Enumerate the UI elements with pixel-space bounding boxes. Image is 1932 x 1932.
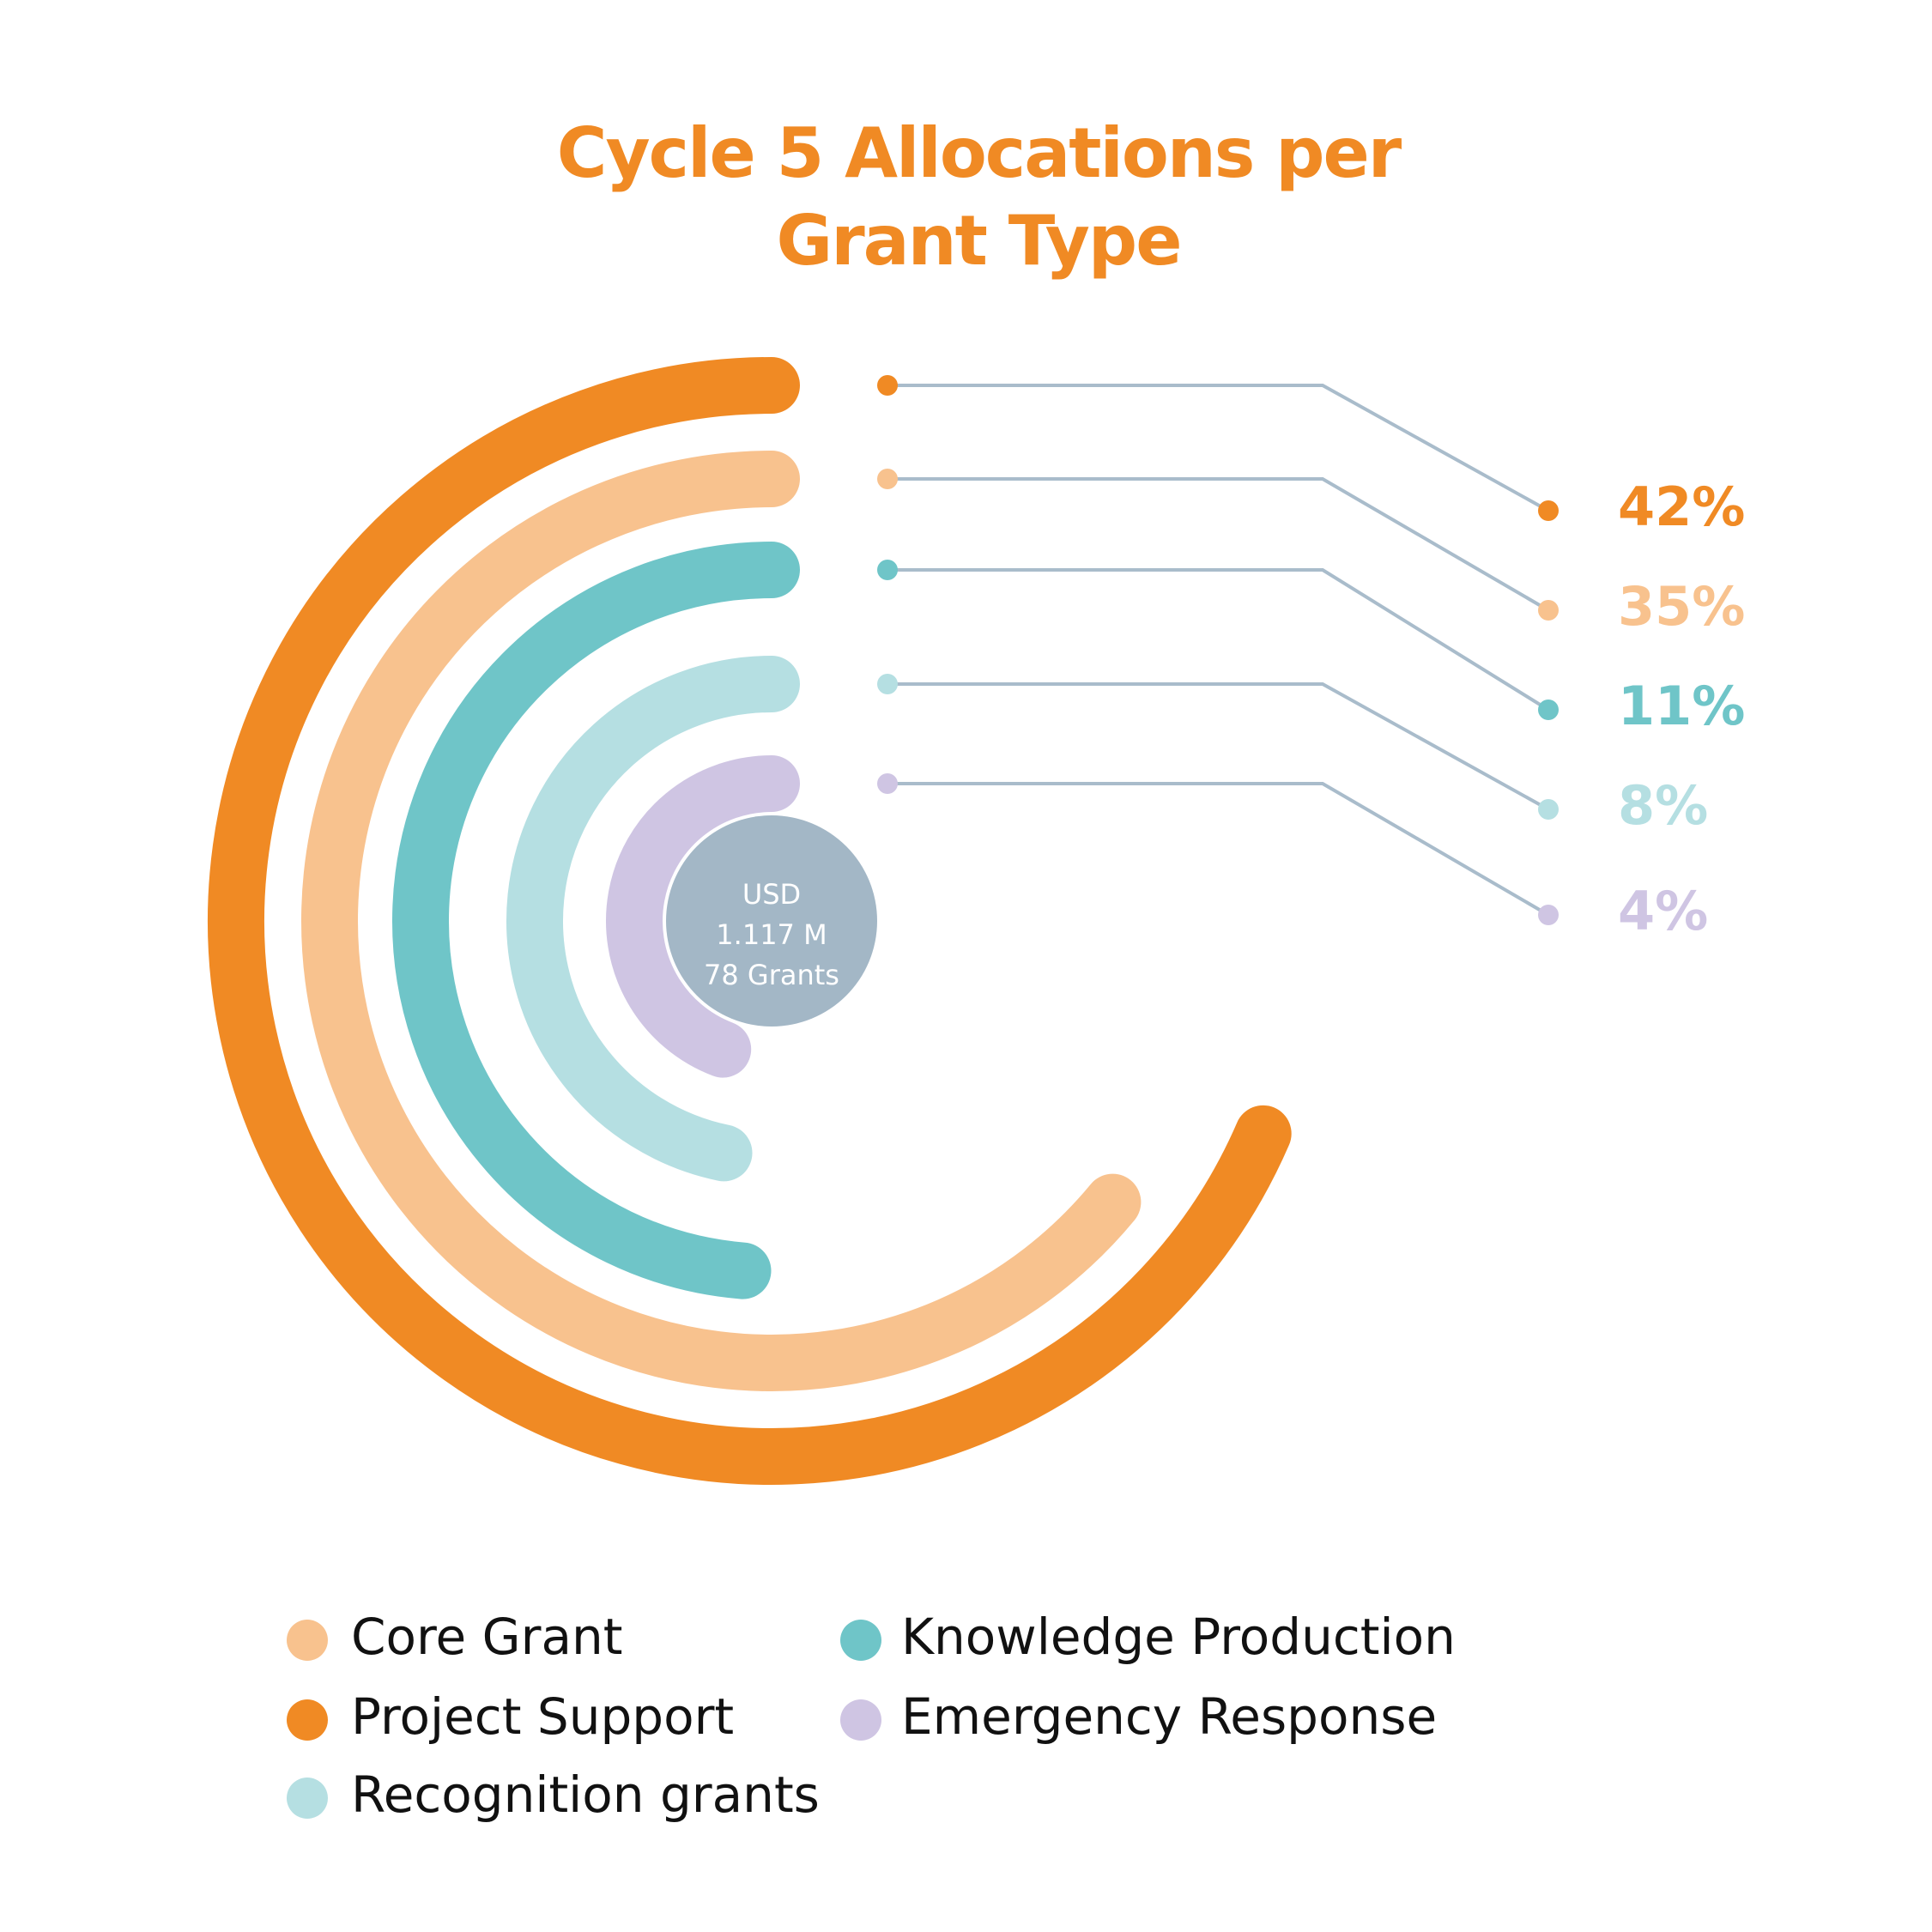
legend-label: Project Support <box>351 1687 734 1746</box>
connector-dot <box>1538 600 1559 621</box>
radial-bar <box>506 656 800 1182</box>
connector-line <box>887 477 1550 612</box>
legend-marker <box>287 1620 328 1661</box>
radial-bar <box>208 357 1292 1485</box>
legend-label: Emergency Response <box>901 1687 1437 1746</box>
radial-bar <box>392 542 800 1299</box>
radial-bar <box>301 451 1142 1391</box>
value-label: 11% <box>1618 675 1745 737</box>
connector-line <box>887 568 1550 712</box>
connector-dot <box>1538 700 1559 720</box>
legend-label: Knowledge Production <box>901 1608 1456 1666</box>
legend-marker <box>840 1620 881 1661</box>
center-label: 78 Grants <box>704 959 839 991</box>
connector-dot <box>1538 799 1559 820</box>
value-label: 42% <box>1618 475 1745 538</box>
connector-line <box>887 682 1549 811</box>
legend-label: Core Grant <box>351 1608 623 1666</box>
connector-dot <box>877 674 898 694</box>
legend-marker <box>840 1699 881 1741</box>
connector-dot <box>877 773 898 794</box>
value-label: 35% <box>1618 575 1745 638</box>
chart-title: Cycle 5 Allocations per Grant Type <box>556 113 1402 281</box>
legend-marker <box>287 1778 328 1819</box>
legend-marker <box>287 1699 328 1741</box>
value-label: 4% <box>1618 880 1708 942</box>
legend-label: Recognition grants <box>351 1765 820 1824</box>
connector-dot <box>877 560 898 580</box>
center-label: 1.117 M <box>716 918 827 951</box>
center-circle <box>666 815 877 1027</box>
connector-line <box>887 782 1550 917</box>
connector-dot <box>877 375 898 396</box>
center-label: USD <box>742 878 801 911</box>
radial-bar <box>606 755 800 1078</box>
value-label: 8% <box>1618 774 1708 837</box>
connector-dot <box>1538 905 1559 925</box>
connector-dot <box>1538 500 1559 521</box>
connector-dot <box>877 469 898 489</box>
connector-line <box>887 384 1549 512</box>
